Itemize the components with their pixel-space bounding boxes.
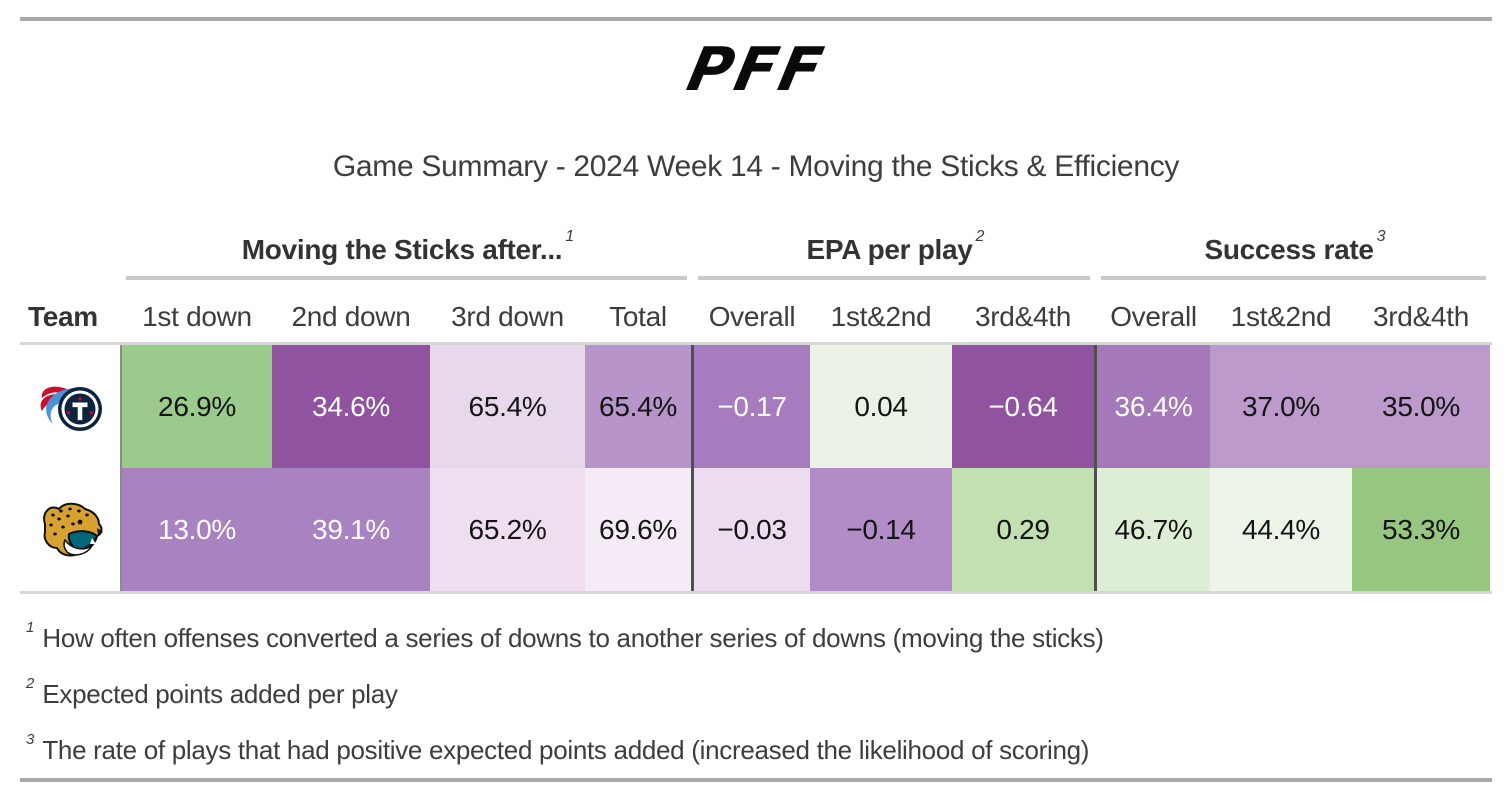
- group-label: Moving the Sticks after...: [241, 234, 563, 265]
- stat-cell: 53.3%: [1352, 468, 1490, 591]
- column-header-row: Team 1st down 2nd down 3rd down Total Ov…: [20, 280, 1492, 342]
- stat-cell: 65.4%: [585, 345, 691, 468]
- stat-cell: 69.6%: [585, 468, 691, 591]
- footnotes: 1 How often offenses converted a series …: [20, 610, 1492, 778]
- header-bottom-rule: [20, 342, 1492, 345]
- jacksonville-jaguars-logo: [43, 502, 103, 556]
- stat-cell: −0.14: [810, 468, 952, 591]
- stat-cell: −0.17: [694, 345, 810, 468]
- group-label: EPA per play: [806, 234, 973, 265]
- column-header-epa-overall: Overall: [708, 301, 796, 332]
- footnote-text: Expected points added per play: [42, 678, 398, 709]
- stat-cell: 0.04: [810, 345, 952, 468]
- stat-cell: 39.1%: [272, 468, 430, 591]
- group-divider: [691, 345, 694, 468]
- group-underline: [698, 276, 1090, 280]
- column-header-3rd-down: 3rd down: [451, 301, 564, 332]
- footnote-text: The rate of plays that had positive expe…: [42, 734, 1090, 765]
- footnote-text: How often offenses converted a series of…: [42, 622, 1104, 653]
- footnote-ref-superscript: 3: [1376, 228, 1386, 245]
- stat-cell: 26.9%: [122, 345, 272, 468]
- group-divider: [1094, 468, 1097, 591]
- column-header-sr-3rd-4th: 3rd&4th: [1373, 301, 1469, 332]
- stat-cell: 44.4%: [1210, 468, 1352, 591]
- table-bottom-rule: [20, 591, 1492, 594]
- tennessee-titans-logo: ★ ★ ★: [40, 386, 102, 431]
- svg-text:★: ★: [65, 409, 71, 417]
- stat-cell: 37.0%: [1210, 345, 1352, 468]
- column-header-epa-3rd-4th: 3rd&4th: [975, 301, 1071, 332]
- pff-logo: PFF: [681, 35, 831, 105]
- footnote-ref-superscript: 2: [975, 228, 985, 245]
- stat-cell: 35.0%: [1352, 345, 1490, 468]
- column-header-1st-down: 1st down: [142, 301, 252, 332]
- stat-cell: 65.4%: [430, 345, 585, 468]
- stat-cell: 0.29: [952, 468, 1094, 591]
- page-title: Game Summary - 2024 Week 14 - Moving the…: [332, 150, 1180, 183]
- table-row: ★ ★ ★ 26.9% 34.6% 65.4% 65.4% −0.17 0.04 −0.64…: [20, 345, 1492, 468]
- stat-cell: 36.4%: [1097, 345, 1210, 468]
- group-header-epa-per-play: EPA per play 2: [694, 220, 1094, 280]
- footnote-1: 1 How often offenses converted a series …: [20, 610, 1492, 666]
- svg-text:★: ★: [88, 409, 94, 417]
- stats-table: Moving the Sticks after... 1 EPA per pla…: [20, 220, 1492, 594]
- group-label: Success rate: [1204, 234, 1374, 265]
- team-column-divider: [120, 345, 122, 468]
- group-underline: [126, 276, 687, 280]
- footnote-number: 2: [26, 674, 35, 692]
- column-header-epa-1st-2nd: 1st&2nd: [830, 301, 932, 332]
- group-header-row: Moving the Sticks after... 1 EPA per pla…: [20, 220, 1492, 280]
- team-cell: ★ ★ ★: [20, 345, 120, 468]
- bottom-divider: [20, 778, 1492, 782]
- footnote-number: 3: [26, 730, 35, 748]
- footnote-number: 1: [26, 618, 35, 636]
- group-divider: [1094, 345, 1097, 468]
- group-header-success-rate: Success rate 3: [1097, 220, 1490, 280]
- footnote-3: 3 The rate of plays that had positive ex…: [20, 722, 1492, 778]
- column-header-sr-overall: Overall: [1110, 301, 1197, 332]
- column-header-2nd-down: 2nd down: [291, 301, 411, 332]
- header: PFF: [0, 0, 1512, 105]
- footnote-ref-superscript: 1: [565, 228, 575, 245]
- top-divider: [20, 17, 1492, 21]
- group-underline: [1101, 276, 1486, 280]
- column-header-sr-1st-2nd: 1st&2nd: [1230, 301, 1332, 332]
- svg-text:★: ★: [77, 395, 83, 403]
- stat-cell: 65.2%: [430, 468, 585, 591]
- group-divider: [691, 468, 694, 591]
- stat-cell: −0.03: [694, 468, 810, 591]
- team-cell: [20, 468, 120, 591]
- team-column-divider: [120, 468, 122, 591]
- stat-cell: 46.7%: [1097, 468, 1210, 591]
- stat-cell: 34.6%: [272, 345, 430, 468]
- stat-cell: −0.64: [952, 345, 1094, 468]
- group-header-moving-the-sticks: Moving the Sticks after... 1: [122, 220, 691, 280]
- table-row: 13.0% 39.1% 65.2% 69.6% −0.03 −0.14 0.29 46.7% 4…: [20, 468, 1492, 591]
- stat-cell: 13.0%: [122, 468, 272, 591]
- column-header-team: Team: [28, 301, 98, 332]
- column-header-total: Total: [609, 301, 667, 332]
- footnote-2: 2 Expected points added per play: [20, 666, 1492, 722]
